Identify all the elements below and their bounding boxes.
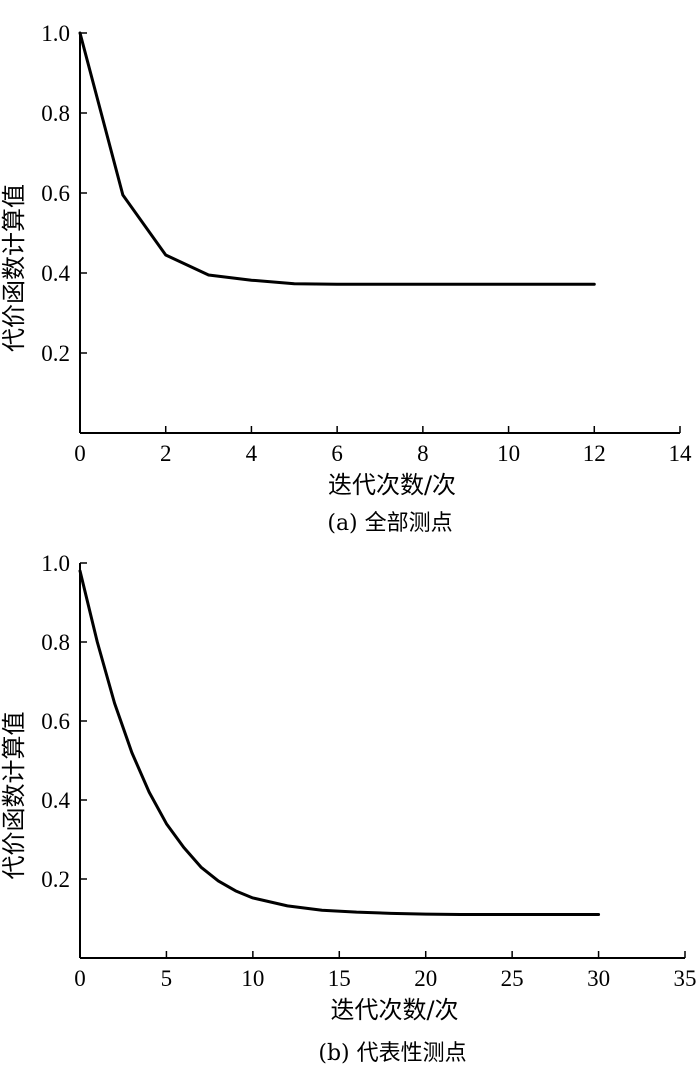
x-tick-label: 0 bbox=[74, 966, 86, 991]
x-tick-label: 30 bbox=[587, 966, 610, 991]
x-tick-label: 10 bbox=[241, 966, 264, 991]
y-tick-label: 1.0 bbox=[41, 21, 70, 46]
y-tick-label: 0.6 bbox=[41, 709, 70, 734]
x-tick-label: 14 bbox=[669, 441, 693, 466]
x-tick-label: 25 bbox=[501, 966, 524, 991]
x-tick-label: 2 bbox=[160, 441, 172, 466]
y-tick-label: 0.2 bbox=[41, 867, 70, 892]
chart-panel-1: 0 5 10 15 20 25 30 35 0.2 0.4 0.6 0.8 1.0 迭代次数/次 代价函数计… bbox=[0, 551, 697, 1066]
y-tick-label: 0.2 bbox=[41, 341, 70, 366]
y-tick-label: 0.4 bbox=[41, 261, 70, 286]
x-tick-label: 20 bbox=[414, 966, 437, 991]
series-line bbox=[78, 31, 596, 286]
x-tick-label: 15 bbox=[328, 966, 351, 991]
x-tick-label: 12 bbox=[583, 441, 606, 466]
x-tick-label: 5 bbox=[161, 966, 173, 991]
figure-caption: (b) 代表性测点 bbox=[318, 1041, 466, 1066]
x-tick-label: 10 bbox=[497, 441, 520, 466]
series-line bbox=[78, 569, 601, 917]
chart-panel-0: 0 2 4 6 8 10 12 14 0.2 0.4 0.6 0.8 1.0 迭代次数/次 代价函数计算值 (… bbox=[0, 21, 692, 536]
y-tick-label: 0.6 bbox=[41, 181, 70, 206]
y-axis-title: 代价函数计算值 bbox=[0, 184, 28, 352]
x-tick-label: 0 bbox=[74, 441, 86, 466]
x-tick-label: 4 bbox=[246, 441, 258, 466]
x-tick-label: 6 bbox=[331, 441, 343, 466]
y-tick-label: 0.8 bbox=[41, 630, 70, 655]
y-tick-label: 0.4 bbox=[41, 788, 70, 813]
x-tick-label: 8 bbox=[417, 441, 429, 466]
y-axis-title: 代价函数计算值 bbox=[0, 712, 28, 880]
x-axis-title: 迭代次数/次 bbox=[330, 996, 458, 1024]
figure-caption: (a) 全部测点 bbox=[327, 511, 452, 536]
y-tick-label: 1.0 bbox=[41, 551, 70, 576]
x-axis-title: 迭代次数/次 bbox=[328, 471, 456, 499]
y-tick-label: 0.8 bbox=[41, 101, 70, 126]
x-tick-label: 35 bbox=[674, 966, 697, 991]
